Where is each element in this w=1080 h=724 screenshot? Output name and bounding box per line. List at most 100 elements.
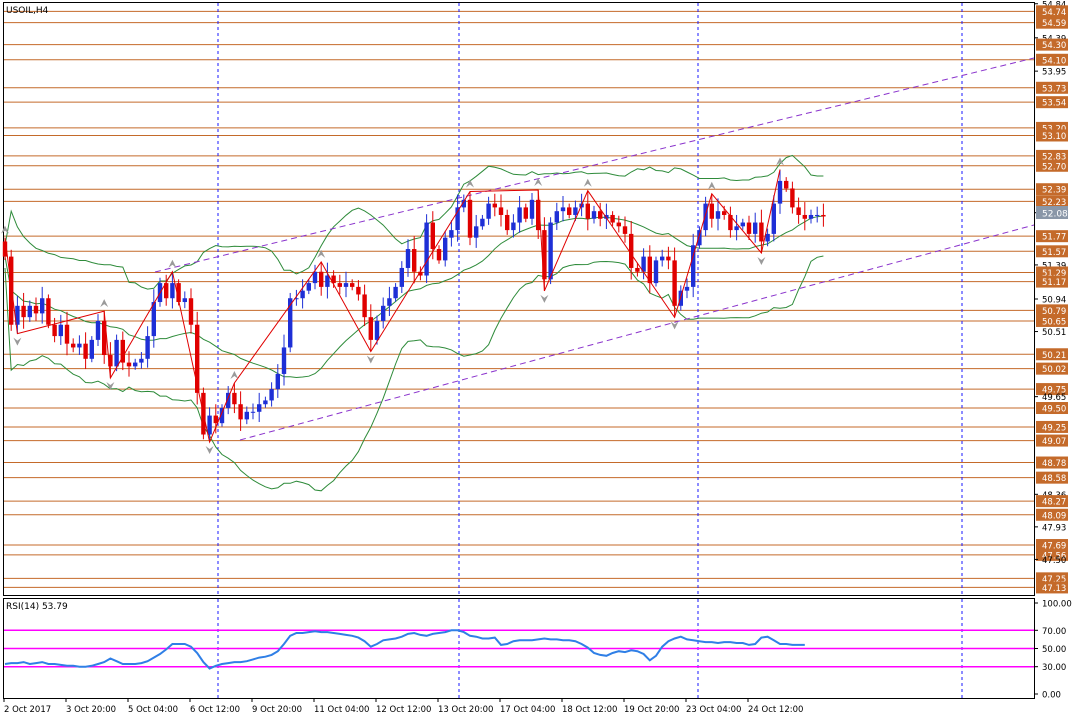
time-tick-label: 2 Oct 2017: [4, 705, 51, 715]
price-tick-label: 51.77: [1042, 233, 1066, 243]
price-level-tag: [1036, 230, 1068, 243]
rsi-tick-label: 30.00: [1042, 663, 1066, 673]
candle: [709, 193, 714, 228]
candle-body: [753, 222, 758, 234]
candle: [808, 209, 814, 224]
price-tick-label: 51.17: [1042, 278, 1066, 288]
fractal-arrows: [1, 157, 784, 455]
candle-body: [492, 203, 497, 208]
candle-body: [759, 222, 764, 242]
candle-body: [672, 260, 677, 306]
candle: [139, 351, 144, 369]
candle: [300, 279, 305, 309]
candle: [560, 196, 566, 222]
rsi-tick-label: 0.00: [1042, 691, 1061, 701]
candle: [511, 214, 516, 238]
candle-body: [387, 298, 392, 306]
candle: [573, 200, 578, 222]
candle: [567, 203, 572, 219]
fractal-down-arrow: [205, 446, 214, 455]
price-level-tag: [1036, 402, 1068, 415]
time-tick-label: 19 Oct 20:00: [624, 705, 679, 715]
candle: [467, 191, 473, 246]
candle-body: [263, 400, 268, 405]
candle: [27, 300, 32, 322]
candle: [108, 342, 113, 378]
price-tick-label: 47.56: [1042, 551, 1066, 561]
candle-body: [350, 283, 355, 287]
candle-body: [133, 362, 138, 367]
price-tick-label: 48.27: [1042, 498, 1066, 508]
candle-body: [660, 256, 665, 261]
candle: [399, 261, 404, 294]
price-level-tag: [1036, 38, 1068, 51]
symbol-label: USOIL,H4: [6, 6, 49, 16]
candle: [740, 218, 745, 230]
candle: [343, 271, 349, 298]
candle: [15, 295, 20, 334]
candle: [164, 274, 169, 306]
price-axis: 54.8454.7454.5954.3954.3054.1053.9553.73…: [1034, 0, 1072, 701]
price-level-tag: [1036, 572, 1068, 585]
price-tick-label: 47.13: [1042, 584, 1066, 594]
candle-body: [15, 305, 20, 325]
price-tick-label: 52.23: [1042, 198, 1066, 208]
candle-body: [126, 362, 132, 367]
candle-body: [790, 188, 795, 208]
zigzag-line: [4, 169, 781, 444]
price-level-tag: [1036, 5, 1068, 18]
candle-body: [784, 180, 789, 189]
candle-body: [238, 404, 243, 420]
price-tick-label: 53.95: [1042, 68, 1066, 78]
price-level-tag: [1036, 16, 1068, 29]
candle: [52, 317, 57, 343]
candle: [89, 336, 94, 363]
price-level-tag: [1036, 81, 1068, 94]
price-level-tag: [1036, 266, 1068, 279]
candle-body: [393, 286, 398, 299]
candle-body: [250, 411, 256, 413]
price-level-tag: [1036, 183, 1068, 196]
candle: [306, 279, 311, 295]
candle: [294, 289, 299, 306]
candle: [548, 217, 553, 285]
candle: [715, 198, 721, 231]
candle-body: [443, 237, 448, 261]
fractal-up-arrow: [707, 181, 716, 190]
candle: [381, 297, 386, 329]
candle: [281, 334, 287, 386]
candle-body: [641, 256, 646, 272]
candle: [145, 326, 150, 368]
candle: [58, 314, 63, 345]
candle-body: [83, 343, 88, 359]
candle-body: [188, 298, 194, 325]
candle-body: [356, 286, 361, 295]
candle-body: [666, 256, 671, 261]
price-level-tag: [1036, 304, 1068, 317]
candle: [517, 196, 522, 233]
price-level-tag: [1036, 149, 1068, 162]
candle-body: [498, 207, 504, 215]
candle: [449, 220, 454, 247]
candle: [790, 181, 795, 214]
candle-body: [288, 298, 293, 348]
candle-body: [548, 222, 553, 280]
candle: [796, 197, 801, 224]
candle-body: [697, 230, 702, 246]
candle-body: [226, 392, 231, 409]
candle-body: [616, 222, 621, 227]
candle: [523, 203, 528, 223]
candle: [374, 315, 380, 345]
fractal-down-arrow: [106, 381, 115, 390]
time-axis: 2 Oct 2017 3 Oct 20:00 5 Oct 04:00 6 Oct 12…: [3, 698, 803, 715]
price-tick-label: 53.20: [1042, 124, 1066, 134]
price-tick-label: 48.09: [1042, 511, 1066, 521]
price-level-tag: [1036, 471, 1068, 484]
price-level-tag: [1036, 195, 1068, 208]
candle-body: [170, 283, 175, 299]
price-tick-label: 53.10: [1042, 132, 1066, 142]
fractal-down-arrow: [366, 355, 375, 364]
candle: [362, 284, 367, 327]
candle: [455, 194, 460, 242]
